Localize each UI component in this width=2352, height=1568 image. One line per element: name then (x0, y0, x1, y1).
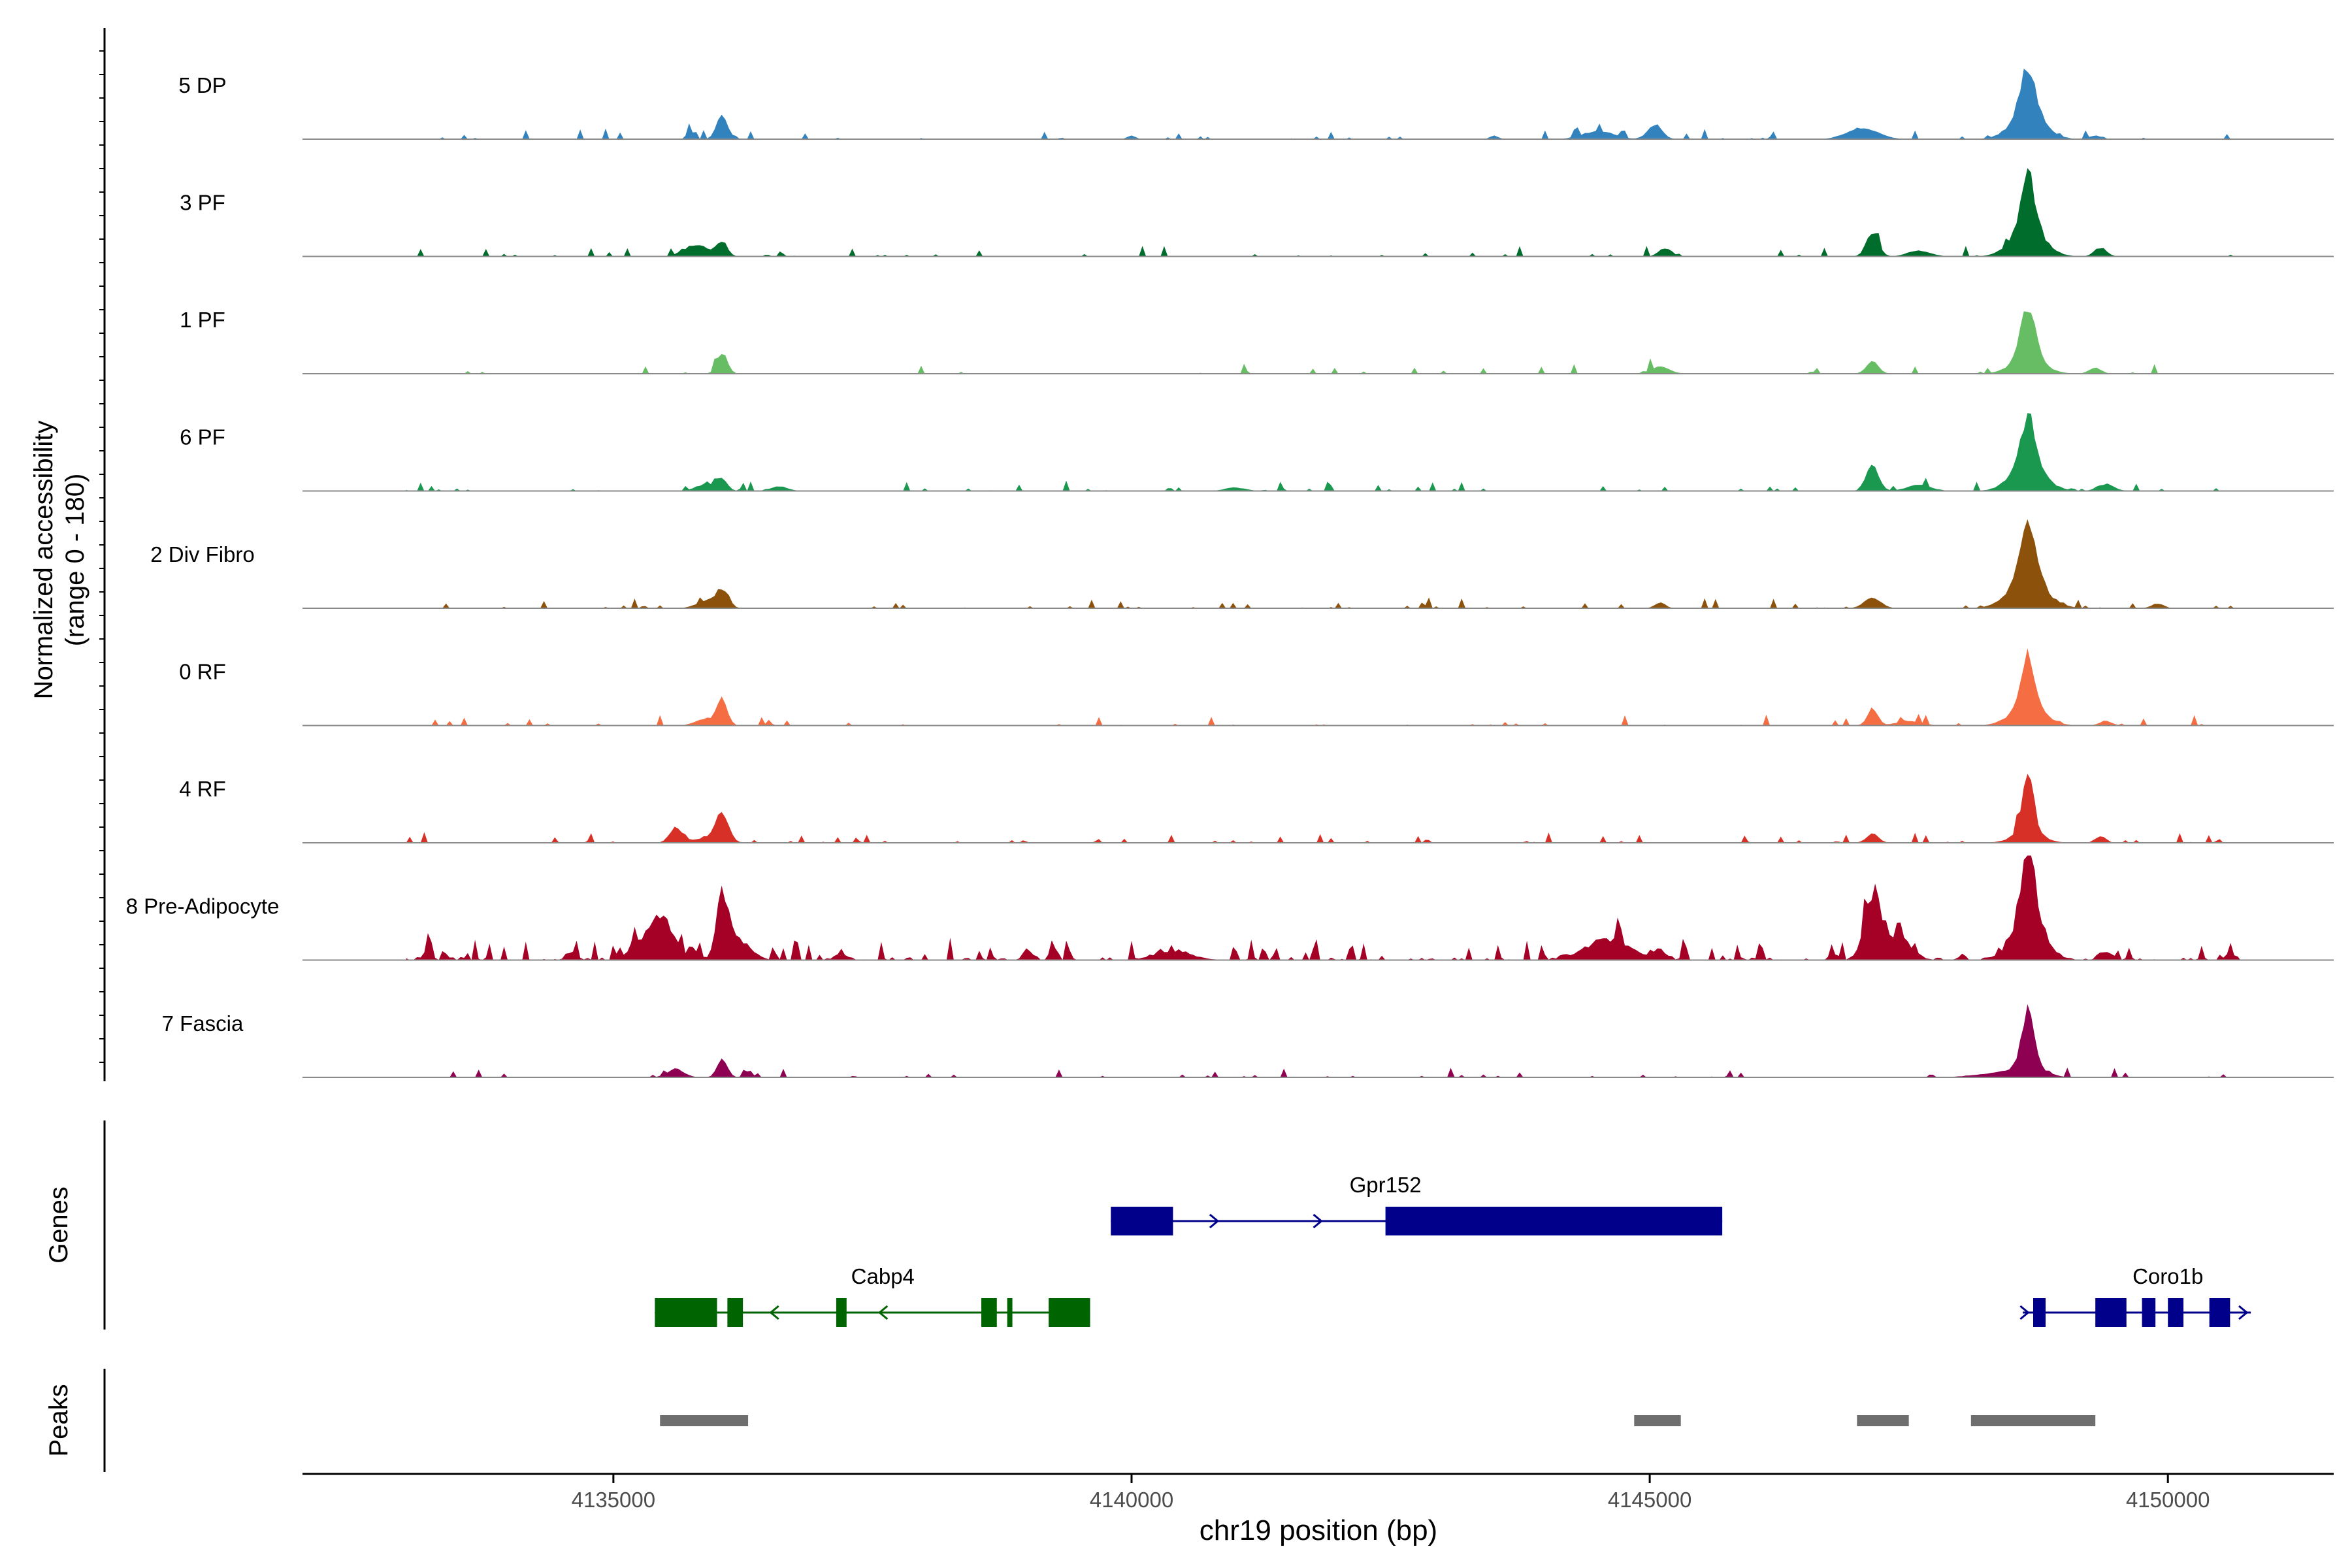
gene-name-cabp4: Cabp4 (851, 1264, 915, 1288)
peak-region (1970, 1415, 2096, 1426)
gene-exon (1049, 1298, 1090, 1327)
strand-arrow-icon (2019, 1305, 2030, 1320)
track-label-8-pre-adipocyte: 8 Pre-Adipocyte (126, 894, 280, 919)
x-tick-label: 4135000 (572, 1488, 655, 1512)
gene-gpr152: Gpr152 (1111, 1173, 1723, 1235)
peak-region (1857, 1415, 1909, 1426)
coverage-area-4-rf (406, 774, 2241, 843)
strand-arrow-icon (1209, 1213, 1220, 1229)
x-axis-label: chr19 position (bp) (1200, 1514, 1437, 1546)
strand-arrow-icon (2238, 1305, 2249, 1320)
coverage-area-2-div-fibro (406, 519, 2241, 608)
track-label-5-dp: 5 DP (178, 73, 226, 97)
gene-exon (2095, 1298, 2127, 1327)
strand-arrow-icon (769, 1305, 779, 1320)
gene-exon (2168, 1298, 2183, 1327)
peaks-label: Peaks (44, 1384, 73, 1456)
track-label-1-pf: 1 PF (180, 308, 225, 332)
coverage-area-0-rf (406, 648, 2241, 726)
track-label-2-div-fibro: 2 Div Fibro (150, 542, 255, 566)
gene-exon (727, 1298, 743, 1327)
coverage-area-7-fascia (406, 1004, 2241, 1077)
gene-coro1b: Coro1b (2019, 1264, 2251, 1327)
x-tick-label: 4145000 (1608, 1488, 1691, 1512)
peak-region (1634, 1415, 1681, 1426)
genes-label: Genes (44, 1186, 73, 1264)
track-label-0-rf: 0 RF (179, 660, 226, 684)
gene-name-gpr152: Gpr152 (1350, 1173, 1422, 1197)
gene-exon (981, 1298, 997, 1327)
coverage-tracks (302, 69, 2334, 1078)
coverage-area-3-pf (406, 168, 2241, 257)
gene-exon (1385, 1207, 1723, 1235)
gene-exon (2142, 1298, 2156, 1327)
track-label-7-fascia: 7 Fascia (162, 1011, 244, 1036)
y-axis-label-range: (range 0 - 180) (61, 474, 90, 647)
x-tick-label: 4140000 (1090, 1488, 1173, 1512)
genes-track: Gpr152 Cabp4 Coro1b (655, 1173, 2251, 1327)
x-tick-label: 4150000 (2126, 1488, 2210, 1512)
gene-exon (836, 1298, 847, 1327)
gene-exon (2209, 1298, 2230, 1327)
gene-exon (1007, 1298, 1013, 1327)
gene-exon (2033, 1298, 2046, 1327)
coverage-area-6-pf (406, 413, 2241, 491)
gene-exon (655, 1298, 717, 1327)
coverage-area-1-pf (406, 311, 2241, 374)
gene-exon (1111, 1207, 1173, 1235)
coverage-y-axis (99, 28, 106, 1081)
strand-arrow-icon (877, 1305, 889, 1320)
gene-cabp4: Cabp4 (655, 1264, 1090, 1327)
track-label-3-pf: 3 PF (180, 191, 225, 215)
coverage-area-8-pre-adipocyte (406, 855, 2241, 960)
coverage-area-5-dp (406, 69, 2241, 139)
gene-name-coro1b: Coro1b (2132, 1264, 2203, 1288)
x-axis-ticks: 4135000 4140000 4145000 4150000 (572, 1474, 2210, 1512)
track-label-6-pf: 6 PF (180, 425, 225, 449)
track-label-4-rf: 4 RF (179, 777, 226, 801)
strand-arrow-icon (1313, 1213, 1323, 1229)
peak-region (660, 1415, 749, 1426)
track-labels: 5 DP 3 PF 1 PF 6 PF 2 Div Fibro 0 RF 4 RF 8 Pre… (126, 73, 280, 1036)
peaks-track (660, 1415, 2096, 1426)
y-axis-label: Normalized accessibility (29, 421, 58, 700)
